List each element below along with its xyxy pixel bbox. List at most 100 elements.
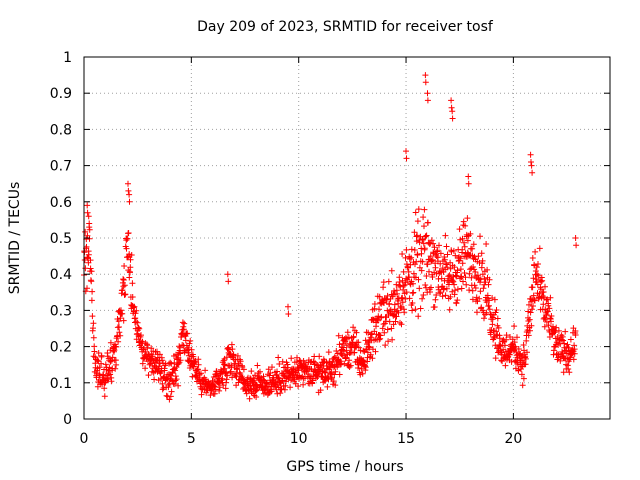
data-point (450, 247, 457, 254)
data-point (279, 358, 286, 365)
data-point (410, 289, 417, 296)
data-point (344, 329, 351, 336)
data-point (535, 272, 542, 279)
data-point (399, 277, 406, 284)
data-point (107, 339, 114, 346)
data-point (384, 326, 391, 333)
data-point (399, 251, 406, 257)
data-point (234, 352, 241, 359)
data-point (534, 281, 541, 288)
data-point (385, 278, 392, 285)
data-point (343, 354, 350, 361)
data-point (346, 357, 353, 364)
data-point (443, 261, 450, 268)
data-point (340, 348, 347, 355)
data-point (88, 268, 95, 275)
data-point (116, 329, 123, 336)
data-point (463, 281, 470, 288)
data-point (517, 350, 524, 357)
x-tick-label: 15 (397, 431, 415, 447)
data-point (409, 290, 416, 297)
data-point (447, 265, 454, 272)
data-point (443, 285, 450, 292)
data-point (428, 237, 435, 244)
data-point (452, 252, 459, 259)
data-point (159, 380, 166, 387)
data-point (511, 323, 518, 330)
data-point (444, 251, 451, 258)
data-point (253, 394, 260, 400)
data-point (127, 264, 134, 271)
data-point (355, 365, 361, 371)
data-point (126, 191, 133, 198)
data-point (529, 169, 536, 176)
data-point (300, 381, 307, 388)
data-point (386, 300, 393, 307)
data-point (456, 226, 463, 233)
data-point (551, 329, 558, 336)
data-point (469, 296, 476, 303)
data-point (329, 374, 335, 381)
data-point (338, 361, 345, 368)
data-point (537, 286, 544, 293)
data-point (407, 261, 414, 268)
data-point (466, 270, 473, 277)
data-point (527, 327, 533, 334)
data-point (350, 324, 357, 331)
data-point (388, 325, 395, 332)
data-point (437, 250, 444, 257)
data-point (425, 219, 431, 226)
data-point (470, 241, 477, 248)
data-point (117, 332, 124, 339)
data-point (457, 266, 464, 273)
data-point (539, 277, 546, 284)
data-point (388, 267, 395, 274)
data-point (318, 364, 325, 371)
data-point (461, 239, 467, 246)
data-point (518, 371, 525, 378)
data-point (216, 384, 223, 391)
data-point (433, 270, 440, 277)
data-point (166, 396, 173, 403)
data-point (416, 239, 423, 246)
data-point (461, 270, 468, 276)
data-point (168, 360, 175, 367)
x-tick-label: 0 (80, 431, 89, 447)
data-point (127, 256, 134, 263)
data-point (530, 275, 537, 282)
data-point (408, 254, 415, 261)
data-point (394, 290, 401, 297)
data-point (371, 301, 378, 307)
data-point (475, 253, 482, 260)
data-point (444, 264, 451, 271)
data-point (129, 280, 136, 287)
data-point (377, 332, 384, 339)
data-point (108, 357, 115, 364)
data-point (514, 334, 520, 341)
data-point (486, 276, 493, 283)
data-point (452, 287, 458, 294)
data-point (361, 359, 368, 366)
data-point (511, 339, 518, 346)
data-point (101, 385, 108, 392)
data-point (279, 377, 286, 384)
data-point (90, 334, 97, 341)
data-point (154, 348, 160, 355)
data-point (240, 366, 247, 373)
data-point (346, 364, 353, 370)
data-point (369, 355, 376, 362)
data-point (454, 267, 461, 274)
data-point (177, 357, 184, 364)
data-point (382, 342, 389, 349)
data-point (229, 346, 236, 353)
data-point (86, 220, 93, 227)
data-point (453, 300, 460, 307)
data-point (379, 325, 386, 332)
data-point (433, 292, 440, 298)
data-point (171, 381, 178, 388)
data-point (487, 331, 494, 338)
data-point (236, 369, 243, 376)
data-point (401, 281, 408, 288)
data-point (553, 324, 560, 331)
data-point (90, 320, 97, 327)
